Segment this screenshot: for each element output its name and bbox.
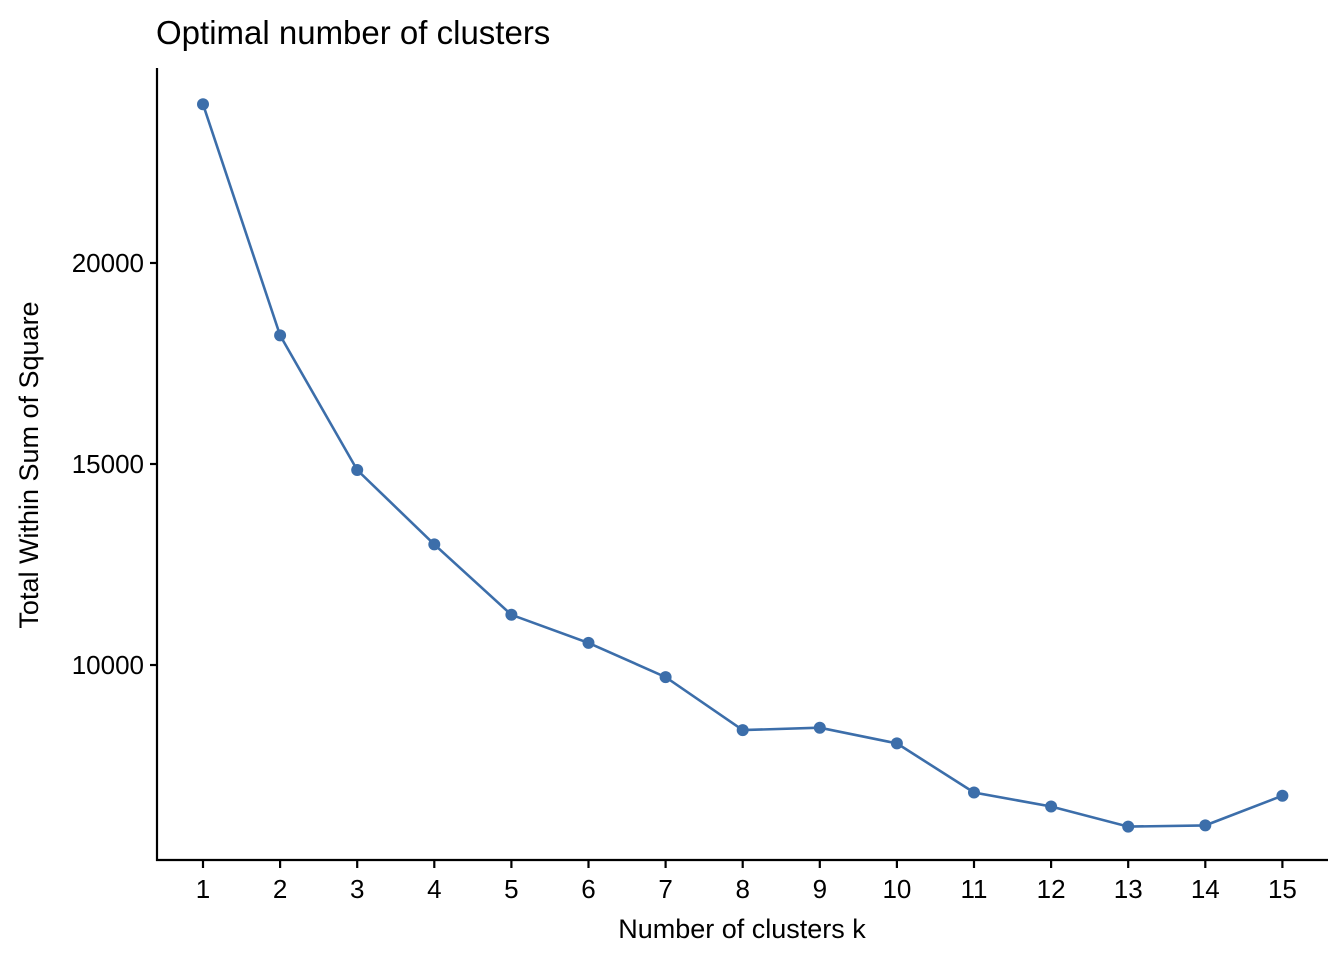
x-tick-label: 13: [1114, 874, 1143, 904]
y-axis-ticks: 10000 15000 20000: [72, 248, 157, 680]
x-axis-title: Number of clusters k: [618, 914, 866, 944]
data-point: [1122, 820, 1135, 833]
x-axis-ticks: 1 2 3 4 5 6 7 8 9 10 11 12 13 14 15: [196, 860, 1297, 904]
x-tick-label: 8: [735, 874, 749, 904]
x-tick-label: 15: [1268, 874, 1297, 904]
data-point: [1276, 789, 1289, 802]
data-point: [1199, 819, 1212, 832]
data-point: [890, 737, 903, 750]
x-tick-label: 9: [813, 874, 827, 904]
data-point: [1045, 800, 1058, 813]
data-point: [968, 786, 980, 799]
y-axis-title: Total Within Sum of Square: [14, 301, 44, 628]
y-tick-label: 20000: [72, 248, 144, 278]
chart-title: Optimal number of clusters: [156, 14, 550, 51]
plot-series: [197, 98, 1289, 833]
x-tick-label: 3: [350, 874, 364, 904]
data-point: [274, 329, 287, 342]
x-tick-label: 10: [882, 874, 911, 904]
x-tick-label: 14: [1191, 874, 1220, 904]
x-tick-label: 11: [961, 874, 988, 904]
data-point: [813, 721, 826, 734]
x-tick-label: 1: [196, 874, 210, 904]
data-point: [505, 608, 518, 621]
y-tick-label: 15000: [72, 449, 144, 479]
x-tick-label: 7: [658, 874, 672, 904]
data-point: [428, 538, 441, 551]
data-point: [659, 671, 672, 684]
series-line: [201, 103, 1283, 828]
data-point: [736, 724, 749, 737]
data-point: [197, 98, 209, 111]
x-tick-label: 4: [427, 874, 441, 904]
x-tick-label: 5: [504, 874, 518, 904]
y-tick-label: 10000: [72, 650, 144, 680]
data-point: [582, 636, 595, 649]
x-tick-label: 6: [581, 874, 595, 904]
x-tick-label: 12: [1037, 874, 1066, 904]
x-tick-label: 2: [273, 874, 287, 904]
data-point: [351, 464, 364, 476]
